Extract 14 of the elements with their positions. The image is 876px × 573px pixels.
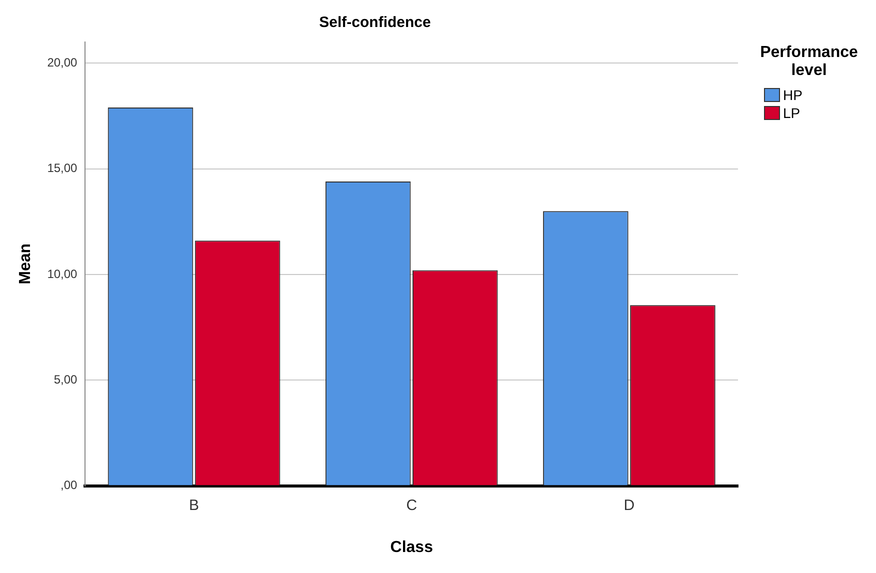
legend-label: LP (783, 104, 800, 122)
y-tick-label: 5,00 (54, 372, 78, 386)
y-tick-label: 15,00 (47, 161, 78, 176)
legend-label: HP (783, 86, 802, 104)
y-axis-title: Mean (17, 243, 34, 284)
x-axis-title: Class (390, 538, 434, 556)
x-tick-label: C (406, 496, 418, 514)
chart-title: Self-confidence (319, 14, 431, 32)
legend-title: Performance level (759, 44, 859, 80)
y-tick-label: 10,00 (47, 266, 78, 281)
x-tick-label: D (624, 496, 635, 514)
y-tick-label: 20,00 (47, 55, 78, 70)
y-tick-label: ,00 (60, 478, 78, 492)
x-tick-label: B (189, 496, 200, 514)
